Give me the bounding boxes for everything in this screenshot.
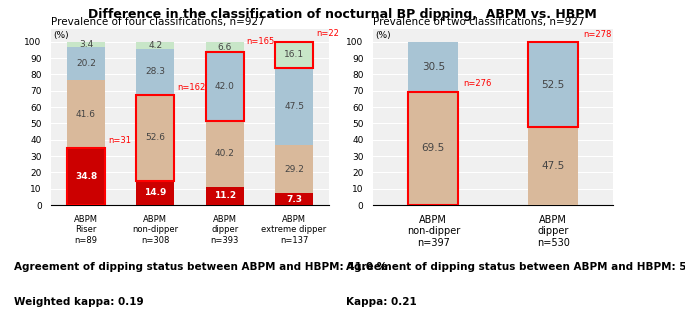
Bar — [408, 92, 458, 205]
Bar — [67, 47, 105, 80]
Bar — [206, 42, 244, 52]
Bar — [528, 42, 578, 128]
Bar — [206, 121, 244, 187]
Text: 16.1: 16.1 — [284, 50, 304, 59]
Text: 11.2: 11.2 — [214, 191, 236, 200]
Bar — [275, 145, 313, 193]
Bar — [206, 52, 244, 121]
Text: 52.6: 52.6 — [145, 133, 165, 142]
Text: Prevalence of four classifications, n=927: Prevalence of four classifications, n=92… — [51, 17, 265, 27]
Bar — [136, 181, 175, 205]
Bar — [275, 193, 313, 205]
Text: 34.8: 34.8 — [75, 172, 97, 181]
Text: 69.5: 69.5 — [422, 143, 445, 153]
Text: 47.5: 47.5 — [542, 161, 564, 171]
Text: n=165: n=165 — [247, 37, 275, 46]
Bar — [67, 148, 105, 205]
Bar — [67, 148, 105, 205]
Bar — [67, 42, 105, 47]
Text: (%): (%) — [53, 31, 68, 40]
Text: 29.2: 29.2 — [284, 165, 304, 174]
Text: 6.6: 6.6 — [218, 43, 232, 52]
Text: 47.5: 47.5 — [284, 102, 304, 111]
Text: 40.2: 40.2 — [215, 149, 235, 158]
Text: 52.5: 52.5 — [542, 80, 564, 90]
Text: n=31: n=31 — [108, 136, 131, 145]
Text: (%): (%) — [375, 31, 391, 40]
Bar — [528, 42, 578, 128]
Text: 28.3: 28.3 — [145, 67, 165, 76]
Text: Agreement of dipping status between ABPM and HBPM: 59.8 %: Agreement of dipping status between ABPM… — [346, 262, 685, 272]
Bar — [408, 42, 458, 92]
Bar — [67, 80, 105, 148]
Bar — [136, 95, 175, 181]
Text: n=22: n=22 — [316, 29, 339, 38]
Text: 41.6: 41.6 — [76, 110, 96, 119]
Text: Difference in the classification of nocturnal BP dipping,  ABPM vs. HBPM: Difference in the classification of noct… — [88, 8, 597, 21]
Text: Agreement of dipping status between ABPM and HBPM: 41.0 %: Agreement of dipping status between ABPM… — [14, 262, 387, 272]
Text: n=278: n=278 — [583, 30, 612, 39]
Text: 14.9: 14.9 — [145, 189, 166, 197]
Text: 30.5: 30.5 — [422, 62, 445, 72]
Text: Weighted kappa: 0.19: Weighted kappa: 0.19 — [14, 297, 143, 307]
Text: 4.2: 4.2 — [149, 41, 162, 50]
Text: 7.3: 7.3 — [286, 195, 302, 204]
Bar — [206, 52, 244, 121]
Bar — [275, 42, 313, 68]
Bar — [136, 42, 175, 49]
Bar — [275, 68, 313, 145]
Text: Kappa: 0.21: Kappa: 0.21 — [346, 297, 416, 307]
Text: Prevalence of two classifications, n=927: Prevalence of two classifications, n=927 — [373, 17, 585, 27]
Text: n=276: n=276 — [463, 79, 492, 88]
Text: 42.0: 42.0 — [215, 82, 235, 91]
Bar — [136, 95, 175, 181]
Text: 20.2: 20.2 — [76, 59, 96, 68]
Text: 3.4: 3.4 — [79, 40, 93, 49]
Text: n=162: n=162 — [177, 83, 205, 92]
Bar — [275, 42, 313, 68]
Bar — [136, 49, 175, 95]
Bar — [206, 187, 244, 205]
Bar — [408, 92, 458, 205]
Bar — [528, 128, 578, 205]
